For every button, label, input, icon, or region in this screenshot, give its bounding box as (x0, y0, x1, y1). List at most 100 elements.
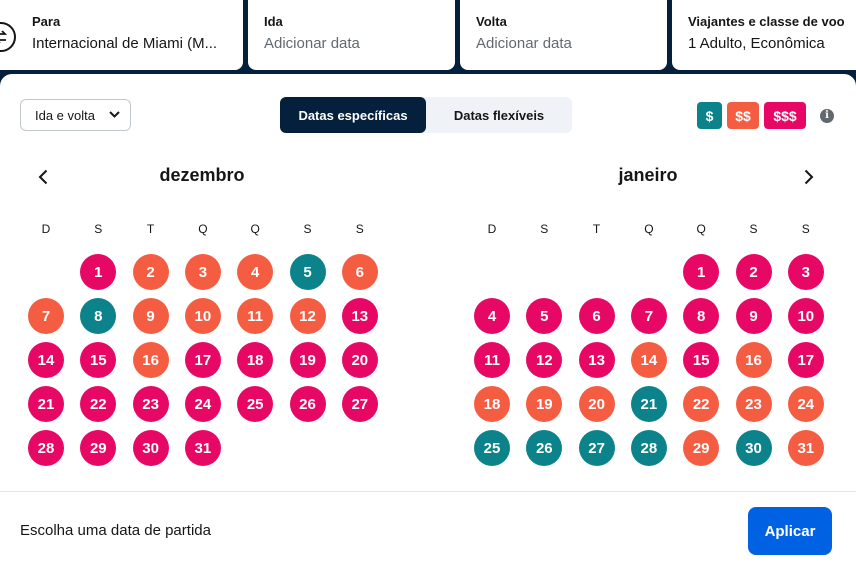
calendar-day-dec-20[interactable]: 20 (341, 342, 378, 378)
calendar-day-jan-13[interactable]: 13 (578, 342, 615, 378)
calendar-day-jan-14[interactable]: 14 (630, 342, 667, 378)
calendar-day-dec-23[interactable]: 23 (132, 386, 169, 422)
info-icon[interactable]: i (820, 108, 834, 123)
calendar-day-dec-12[interactable]: 12 (289, 298, 326, 334)
chevron-down-icon (109, 111, 120, 118)
weekday-label: Q (696, 222, 706, 236)
calendar-day-jan-31[interactable]: 31 (787, 430, 824, 466)
calendar-day-dec-17[interactable]: 17 (184, 342, 221, 378)
calendar-day-jan-25[interactable]: 25 (474, 430, 510, 466)
calendar-day-jan-30[interactable]: 30 (735, 430, 772, 466)
calendar-day-dec-11[interactable]: 11 (237, 298, 274, 334)
calendar-day-jan-22[interactable]: 22 (683, 386, 720, 422)
depart-date-field[interactable]: Ida Adicionar data (248, 0, 455, 70)
calendar-day-jan-9[interactable]: 9 (735, 298, 772, 334)
calendar-day-jan-11[interactable]: 11 (474, 342, 510, 378)
calendar-day-jan-23[interactable]: 23 (735, 386, 772, 422)
calendar-day-dec-3[interactable]: 3 (184, 254, 221, 290)
calendar-day-dec-18[interactable]: 18 (237, 342, 274, 378)
calendar-day-jan-2[interactable]: 2 (735, 254, 772, 290)
return-label: Volta (476, 14, 507, 29)
travellers-field[interactable]: Viajantes e classe de voo 1 Adulto, Econ… (672, 0, 856, 70)
apply-button[interactable]: Aplicar (748, 507, 832, 555)
calendar-day-jan-19[interactable]: 19 (526, 386, 563, 422)
swap-icon[interactable] (0, 22, 16, 52)
calendar-day-dec-30[interactable]: 30 (132, 430, 169, 466)
calendar-day-jan-18[interactable]: 18 (474, 386, 510, 422)
return-date-field[interactable]: Volta Adicionar data (460, 0, 667, 70)
calendar-day-jan-20[interactable]: 20 (578, 386, 615, 422)
prev-month-button[interactable] (32, 166, 54, 188)
travellers-label: Viajantes e classe de voo (688, 14, 845, 29)
calendar-day-dec-8[interactable]: 8 (80, 298, 117, 334)
calendar-day-dec-10[interactable]: 10 (184, 298, 221, 334)
tab-flexible-dates[interactable]: Datas flexíveis (453, 107, 545, 123)
calendar-day-dec-22[interactable]: 22 (80, 386, 117, 422)
calendar-day-dec-14[interactable]: 14 (28, 342, 64, 378)
weekday-label: S (540, 222, 549, 236)
travellers-value: 1 Adulto, Econômica (688, 35, 825, 52)
calendar-day-dec-25[interactable]: 25 (237, 386, 274, 422)
weekday-label: S (355, 222, 364, 236)
calendar-day-dec-28[interactable]: 28 (28, 430, 64, 466)
calendar-day-jan-12[interactable]: 12 (526, 342, 563, 378)
calendar-day-jan-16[interactable]: 16 (735, 342, 772, 378)
weekday-label: S (94, 222, 103, 236)
calendar-day-dec-13[interactable]: 13 (341, 298, 378, 334)
calendar-day-jan-29[interactable]: 29 (683, 430, 720, 466)
calendar-day-jan-8[interactable]: 8 (683, 298, 720, 334)
calendar-day-dec-27[interactable]: 27 (341, 386, 378, 422)
calendar-day-jan-3[interactable]: 3 (787, 254, 824, 290)
calendar-day-dec-21[interactable]: 21 (28, 386, 64, 422)
weekday-label: Q (250, 222, 260, 236)
calendar-day-jan-1[interactable]: 1 (683, 254, 720, 290)
calendar-day-dec-16[interactable]: 16 (132, 342, 169, 378)
return-placeholder: Adicionar data (476, 35, 572, 52)
trip-type-select[interactable]: Ida e volta (20, 99, 131, 131)
calendar-day-dec-5[interactable]: 5 (289, 254, 326, 290)
weekday-label: D (487, 222, 497, 236)
calendar-day-jan-21[interactable]: 21 (630, 386, 667, 422)
weekday-label: T (592, 222, 601, 236)
calendar-day-dec-4[interactable]: 4 (237, 254, 274, 290)
calendar-day-dec-29[interactable]: 29 (80, 430, 117, 466)
footer-message: Escolha uma data de partida (20, 522, 211, 539)
calendar-day-jan-26[interactable]: 26 (526, 430, 563, 466)
calendar-day-jan-27[interactable]: 27 (578, 430, 615, 466)
weekday-label: Q (644, 222, 654, 236)
calendar-day-jan-24[interactable]: 24 (787, 386, 824, 422)
calendar-day-dec-6[interactable]: 6 (341, 254, 378, 290)
weekday-label: S (801, 222, 810, 236)
calendar-day-dec-2[interactable]: 2 (132, 254, 169, 290)
calendar-day-dec-9[interactable]: 9 (132, 298, 169, 334)
calendar-day-dec-19[interactable]: 19 (289, 342, 326, 378)
calendar-day-jan-17[interactable]: 17 (787, 342, 824, 378)
price-legend: $ $$ $$$ i (697, 102, 834, 129)
month-title-january: janeiro (618, 165, 678, 185)
calendar-day-dec-24[interactable]: 24 (184, 386, 221, 422)
tab-specific-dates[interactable]: Datas específicas (280, 97, 426, 133)
date-mode-toggle: Datas específicas Datas flexíveis (280, 97, 572, 133)
calendar-day-jan-5[interactable]: 5 (526, 298, 563, 334)
calendar-day-jan-10[interactable]: 10 (787, 298, 824, 334)
calendar-day-jan-15[interactable]: 15 (683, 342, 720, 378)
price-mid-badge: $$ (727, 102, 759, 129)
footer-divider (0, 491, 856, 492)
calendar-day-jan-7[interactable]: 7 (630, 298, 667, 334)
destination-field[interactable]: Para Internacional de Miami (M... (0, 0, 243, 70)
weekday-label: S (303, 222, 312, 236)
trip-type-value: Ida e volta (35, 107, 95, 123)
calendar-day-dec-26[interactable]: 26 (289, 386, 326, 422)
calendar-day-jan-28[interactable]: 28 (630, 430, 667, 466)
calendar-day-dec-1[interactable]: 1 (80, 254, 117, 290)
weekday-label: T (146, 222, 155, 236)
calendar-day-jan-4[interactable]: 4 (474, 298, 510, 334)
calendar-day-jan-6[interactable]: 6 (578, 298, 615, 334)
depart-label: Ida (264, 14, 283, 29)
calendar-day-dec-15[interactable]: 15 (80, 342, 117, 378)
price-high-badge: $$$ (764, 102, 806, 129)
next-month-button[interactable] (798, 166, 820, 188)
weekday-label: D (41, 222, 51, 236)
calendar-day-dec-31[interactable]: 31 (184, 430, 221, 466)
calendar-day-dec-7[interactable]: 7 (28, 298, 64, 334)
